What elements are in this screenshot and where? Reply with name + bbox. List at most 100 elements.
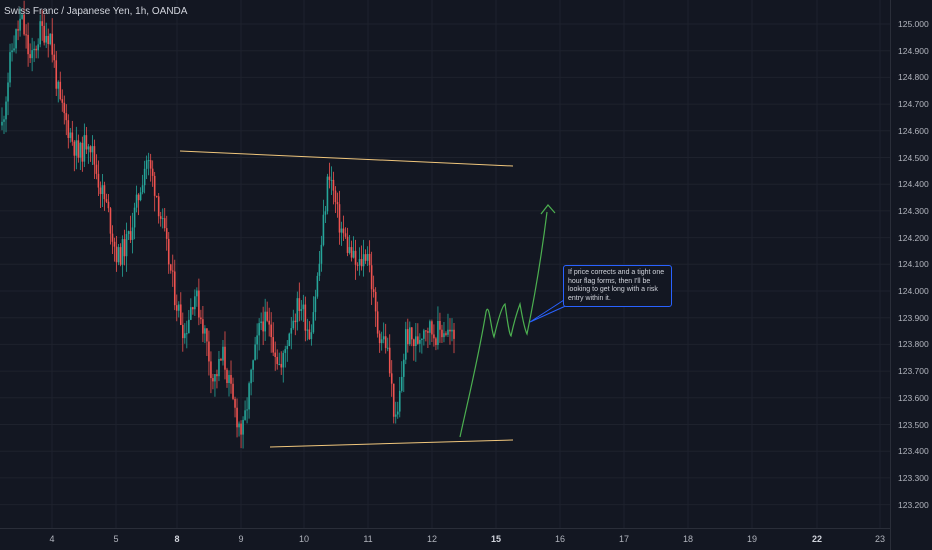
candle-body	[206, 328, 208, 342]
price-tick-label: 123.800	[898, 339, 929, 350]
candle-body	[370, 265, 373, 290]
candle-body	[392, 383, 395, 417]
candle-body	[145, 160, 148, 169]
candle-body	[352, 250, 355, 258]
candle-body	[95, 164, 98, 174]
candle-body	[380, 339, 383, 344]
candle-body	[246, 409, 248, 411]
candle-body	[421, 338, 423, 340]
candle-body	[155, 195, 158, 197]
candle-body	[336, 202, 339, 205]
candle-body	[9, 52, 11, 83]
candle-body	[400, 376, 403, 391]
price-chart[interactable]	[0, 0, 890, 528]
candle-body	[51, 33, 54, 55]
candle-body	[49, 33, 52, 45]
candle-body	[312, 312, 315, 333]
projected-path-drawing[interactable]	[459, 211, 548, 438]
time-tick-label: 19	[746, 534, 758, 544]
candle-body	[356, 264, 359, 266]
candle-body	[21, 14, 23, 19]
candle-body	[216, 374, 218, 377]
candle-body	[91, 146, 94, 153]
candle-body	[234, 398, 236, 408]
candle-body	[258, 323, 260, 336]
candle-body	[409, 327, 411, 345]
candle-body	[232, 383, 234, 399]
candle-body	[386, 347, 389, 349]
candle-body	[252, 360, 254, 370]
time-tick-label: 8	[174, 534, 180, 544]
candle-body	[204, 328, 206, 334]
price-tick-label: 123.900	[898, 312, 929, 323]
candle-body	[41, 21, 43, 26]
candle-body	[340, 228, 343, 233]
candle-body	[372, 289, 375, 292]
candle-body	[226, 369, 228, 384]
candle-body	[157, 196, 160, 217]
candle-body	[278, 363, 281, 365]
candle-body	[284, 349, 287, 353]
candle-body	[107, 201, 110, 209]
candle-body	[326, 176, 329, 212]
candle-body	[163, 218, 166, 229]
candle-body	[69, 132, 72, 138]
time-tick-label: 9	[238, 534, 244, 544]
time-tick-label: 11	[363, 534, 373, 544]
candle-body	[182, 324, 184, 339]
candle-body	[196, 290, 198, 297]
price-tick-label: 123.300	[898, 472, 929, 483]
candle-body	[298, 298, 301, 311]
candle-body	[15, 29, 17, 49]
candle-body	[81, 142, 84, 162]
candle-body	[445, 333, 447, 335]
candle-body	[177, 304, 180, 311]
support-trendline[interactable]	[269, 439, 514, 448]
candle-body	[222, 346, 224, 361]
candle-body	[212, 378, 214, 382]
candle-body	[415, 336, 417, 347]
candle-body	[11, 50, 13, 53]
candle-body	[330, 179, 333, 181]
candle-body	[139, 192, 142, 201]
candle-body	[362, 254, 365, 267]
candle-body	[441, 329, 443, 338]
candle-body	[117, 247, 120, 263]
candle-body	[59, 81, 62, 100]
candle-body	[19, 18, 21, 31]
candle-body	[404, 329, 407, 360]
candle-body	[437, 320, 439, 346]
candle-body	[374, 291, 377, 312]
candle-body	[316, 275, 319, 297]
candle-body	[248, 383, 250, 410]
candle-body	[99, 187, 102, 195]
time-tick-label: 12	[426, 534, 438, 544]
candle-body	[390, 373, 393, 384]
candle-body	[63, 102, 66, 114]
candle-body	[131, 227, 134, 240]
candle-body	[27, 34, 29, 55]
resistance-trendline[interactable]	[179, 150, 514, 167]
projection-arrowhead	[540, 204, 556, 215]
candle-body	[338, 204, 341, 233]
candle-body	[73, 141, 76, 156]
candle-body	[159, 216, 162, 219]
candle-body	[141, 185, 144, 193]
candle-body	[296, 298, 299, 323]
candle-body	[423, 330, 425, 339]
candle-body	[123, 239, 126, 257]
candle-body	[147, 160, 150, 162]
candle-body	[33, 48, 35, 51]
candle-body	[358, 259, 361, 266]
trade-note-callout[interactable]: If price corrects and a tight one hour f…	[563, 265, 672, 307]
candle-body	[364, 254, 367, 261]
time-tick-label: 22	[811, 534, 823, 544]
candle-body	[23, 14, 25, 35]
candle-body	[435, 338, 437, 346]
candle-body	[83, 135, 86, 162]
candle-body	[37, 44, 39, 51]
candle-body	[332, 179, 335, 191]
candle-body	[254, 344, 256, 361]
candle-body	[449, 329, 451, 332]
